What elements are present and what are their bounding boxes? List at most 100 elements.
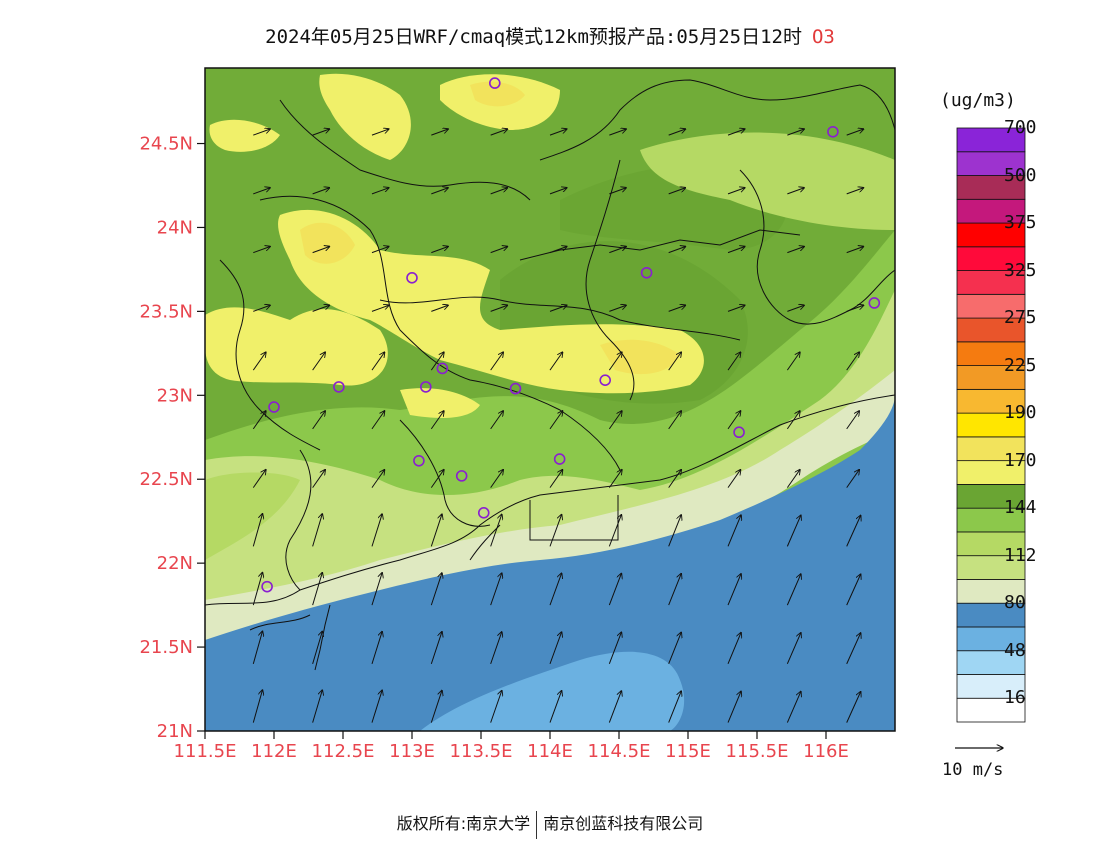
wind-arrow bbox=[371, 470, 385, 488]
wind-arrow bbox=[727, 470, 741, 488]
wind-arrow bbox=[312, 246, 330, 254]
station-marker bbox=[333, 381, 345, 393]
copyright-owner: 版权所有:南京大学 bbox=[396, 814, 531, 833]
wind-arrow bbox=[252, 411, 266, 430]
station-marker bbox=[733, 426, 745, 439]
wind-arrow bbox=[727, 574, 741, 606]
wind-arrow bbox=[609, 305, 626, 312]
wind-arrow bbox=[371, 631, 382, 665]
wind-arrow bbox=[787, 129, 804, 136]
station-marker bbox=[509, 382, 522, 395]
wind-arrow bbox=[727, 691, 741, 723]
wind-arrow bbox=[786, 411, 800, 430]
wind-vectors bbox=[252, 129, 864, 723]
wind-arrow bbox=[252, 470, 266, 488]
wind-arrow bbox=[727, 129, 745, 136]
lon-tick-label: 113.5E bbox=[450, 741, 513, 762]
wind-arrow bbox=[371, 514, 382, 547]
wind-arrow bbox=[668, 129, 686, 136]
lat-tick-label: 21.5N bbox=[139, 637, 193, 658]
wind-arrow bbox=[786, 691, 801, 723]
wind-arrow bbox=[312, 188, 330, 195]
colorbar-label: 170 bbox=[1004, 449, 1037, 471]
wind-arrow bbox=[609, 246, 626, 254]
lat-tick-label: 23.5N bbox=[139, 301, 193, 322]
wind-arrow bbox=[668, 188, 686, 195]
lon-tick-label: 114E bbox=[527, 741, 573, 762]
station-marker bbox=[477, 506, 490, 519]
lon-tick-label: 116E bbox=[803, 741, 849, 762]
lat-tick-label: 24N bbox=[157, 217, 193, 238]
wind-arrow bbox=[727, 246, 745, 254]
station-marker bbox=[640, 266, 653, 279]
wind-arrow bbox=[549, 188, 567, 195]
station-marker bbox=[488, 77, 501, 89]
wind-arrow bbox=[846, 188, 864, 195]
wind-arrow bbox=[846, 515, 861, 547]
wind-arrow bbox=[668, 352, 682, 371]
lon-tick-label: 113E bbox=[389, 741, 435, 762]
wind-arrow bbox=[668, 691, 682, 723]
wind-arrow bbox=[312, 129, 330, 136]
wind-arrow bbox=[727, 188, 745, 195]
colorbar-label: 325 bbox=[1004, 259, 1037, 281]
wind-arrow bbox=[549, 246, 567, 254]
wind-arrow bbox=[787, 188, 804, 195]
station-marker bbox=[827, 125, 839, 138]
wind-arrow bbox=[312, 470, 326, 488]
wind-arrow bbox=[549, 352, 563, 371]
colorbar-unit: (ug/m3) bbox=[940, 90, 1016, 111]
lon-tick-label: 115E bbox=[665, 741, 711, 762]
wind-arrow bbox=[312, 352, 326, 371]
wind-arrow bbox=[846, 470, 860, 488]
wind-arrow bbox=[430, 690, 442, 723]
wind-arrow bbox=[431, 246, 448, 254]
wind-arrow bbox=[608, 573, 621, 606]
wind-arrow bbox=[727, 305, 745, 312]
wind-arrow bbox=[846, 352, 860, 371]
wind-arrow bbox=[668, 574, 682, 606]
wind-arrow bbox=[371, 690, 382, 723]
lat-tick-label: 22.5N bbox=[139, 469, 193, 490]
latitude-axis: 24.5N 24N 23.5N 23N 22.5N 22N 21.5N 21N bbox=[139, 134, 205, 742]
colorbar-label: 500 bbox=[1004, 164, 1037, 186]
wind-arrow bbox=[312, 305, 330, 312]
chart-title: 2024年05月25日WRF/cmaq模式12km预报产品:05月25日12时 O… bbox=[0, 22, 1100, 49]
wind-arrow bbox=[608, 411, 622, 430]
boundary-lines bbox=[205, 79, 895, 671]
colorbar-label: 112 bbox=[1004, 544, 1037, 566]
wind-arrow bbox=[846, 633, 861, 665]
wind-arrow bbox=[312, 573, 323, 606]
wind-arrow bbox=[608, 470, 622, 488]
lon-tick-label: 114.5E bbox=[588, 741, 651, 762]
lon-tick-label: 112.5E bbox=[312, 741, 375, 762]
wind-arrow bbox=[371, 188, 389, 195]
concentration-field bbox=[205, 68, 895, 731]
wind-arrow bbox=[490, 573, 502, 606]
wind-arrow bbox=[787, 305, 804, 312]
wind-arrow bbox=[786, 574, 801, 606]
wind-arrow bbox=[846, 246, 864, 254]
wind-arrow bbox=[490, 514, 502, 547]
wind-arrow bbox=[549, 514, 562, 547]
wind-arrow bbox=[252, 690, 262, 723]
lon-tick-label: 112E bbox=[251, 741, 297, 762]
wind-arrow bbox=[252, 631, 262, 664]
lat-tick-label: 24.5N bbox=[139, 134, 193, 155]
wind-arrow bbox=[253, 129, 270, 136]
wind-arrow bbox=[727, 352, 741, 371]
wind-arrow bbox=[252, 572, 262, 606]
colorbar bbox=[956, 127, 1026, 723]
station-marker bbox=[268, 401, 280, 413]
wind-arrow bbox=[371, 352, 385, 371]
wind-arrow bbox=[490, 352, 504, 371]
wind-scale-label: 10 m/s bbox=[942, 760, 1004, 780]
wind-arrow bbox=[431, 305, 448, 312]
lat-tick-label: 23N bbox=[157, 385, 193, 406]
longitude-axis: 111.5E 112E 112.5E 113E 113.5E 114E 114.5E 115E… bbox=[174, 731, 849, 762]
wind-arrow bbox=[490, 411, 504, 430]
station-marker bbox=[406, 272, 418, 284]
wind-arrow bbox=[490, 305, 508, 312]
wind-arrow bbox=[608, 632, 621, 665]
